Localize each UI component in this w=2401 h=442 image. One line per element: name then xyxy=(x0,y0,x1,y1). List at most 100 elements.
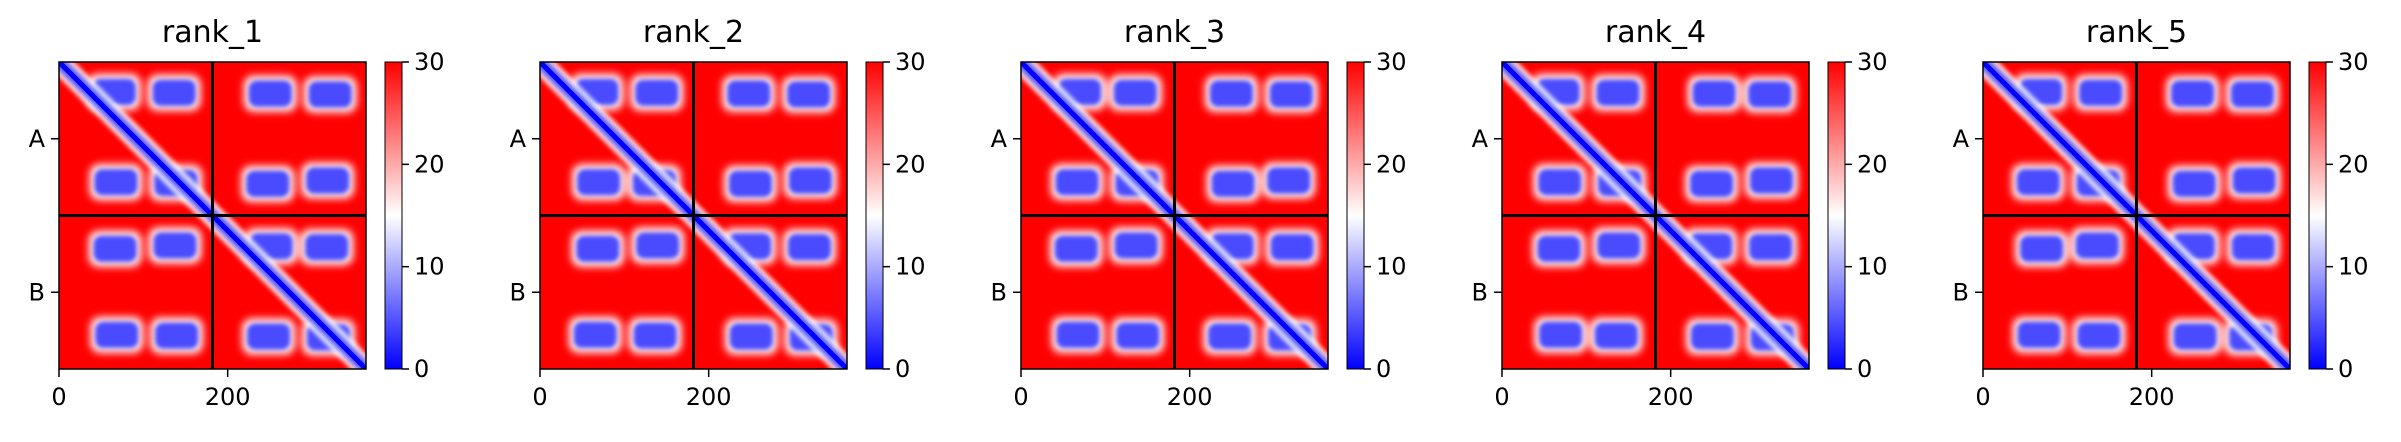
domain-block-core xyxy=(152,79,196,106)
colorbar: 0 10 20 30 xyxy=(2308,48,2369,383)
colorbar-gradient xyxy=(2308,61,2327,370)
panel-title: rank_3 xyxy=(1124,15,1225,50)
colorbar-tick-label: 10 xyxy=(1376,253,1407,281)
domain-block-core xyxy=(2016,169,2060,196)
colorbar-tick-label: 10 xyxy=(414,253,445,281)
x-tick-label: 0 xyxy=(1975,383,1990,411)
x-tick-label: 200 xyxy=(1648,383,1694,411)
domain-block-core xyxy=(308,81,352,108)
domain-block-core xyxy=(2020,235,2064,262)
domain-block-core xyxy=(636,232,680,259)
domain-cores xyxy=(573,78,833,351)
colorbar-tick-label: 20 xyxy=(2338,150,2369,178)
axes-frame xyxy=(1020,61,1329,370)
domain-block-core xyxy=(1748,81,1792,108)
colorbar: 0 10 20 30 xyxy=(1827,48,1888,383)
colorbar: 0 10 20 30 xyxy=(1346,48,1407,383)
panel-title: rank_5 xyxy=(2086,15,2187,50)
y-tick-label: A xyxy=(29,125,46,153)
panel-1: rank_1 A B 0 200 0 10 20 30 xyxy=(29,15,445,411)
colorbar-tick-label: 10 xyxy=(2338,253,2369,281)
domain-block-core xyxy=(788,167,832,194)
domain-block-core xyxy=(787,234,831,261)
domain-block-core xyxy=(2172,170,2216,197)
domain-block-core xyxy=(1597,232,1641,259)
domain-block-core xyxy=(1116,322,1160,349)
domain-block-core xyxy=(247,323,291,350)
domain-block-core xyxy=(2231,234,2275,261)
domain-block-core xyxy=(1054,235,1098,262)
domain-block-core xyxy=(633,322,677,349)
colorbar-gradient xyxy=(1346,61,1365,370)
colorbar-tick-label: 0 xyxy=(1857,355,1872,383)
domain-block-core xyxy=(95,321,139,348)
domain-block-core xyxy=(1594,322,1638,349)
domain-block-core xyxy=(2232,167,2276,194)
domain-block-core xyxy=(1211,170,1255,197)
domain-block-core xyxy=(577,169,621,196)
panel-title: rank_1 xyxy=(162,15,263,50)
axes-frame xyxy=(539,61,848,370)
domain-block-core xyxy=(2077,322,2121,349)
domain-block-core xyxy=(153,232,197,259)
domain-block-core xyxy=(1270,234,1314,261)
domain-block-core xyxy=(1208,323,1252,350)
colorbar-gradient xyxy=(384,61,403,370)
domain-block-core xyxy=(155,322,199,349)
domain-block-core xyxy=(1690,170,1734,197)
colorbar-tick-label: 0 xyxy=(414,355,429,383)
panel-3: rank_3 A B 0 200 0 10 20 30 xyxy=(991,15,1407,411)
axes-frame xyxy=(58,61,367,370)
axes-frame xyxy=(1982,61,2291,370)
x-tick-label: 0 xyxy=(51,383,66,411)
domain-block-core xyxy=(1209,80,1253,107)
domain-block-core xyxy=(576,235,620,262)
domain-block-core xyxy=(1269,81,1313,108)
panel-4: rank_4 A B 0 200 0 10 20 30 xyxy=(1472,15,1888,411)
colorbar-tick-label: 20 xyxy=(1857,150,1888,178)
colorbar-tick-label: 30 xyxy=(414,48,445,76)
domain-block-core xyxy=(248,80,292,107)
domain-block-core xyxy=(1114,232,1158,259)
panel-title: rank_4 xyxy=(1605,15,1706,50)
domain-block-core xyxy=(1055,169,1099,196)
domain-block-core xyxy=(2017,321,2061,348)
y-tick-label: A xyxy=(510,125,527,153)
x-tick-label: 200 xyxy=(686,383,732,411)
y-tick-label: A xyxy=(1953,125,1970,153)
domain-block-core xyxy=(2079,79,2123,106)
y-tick-label: B xyxy=(1472,278,1488,306)
domain-block-core xyxy=(1596,79,1640,106)
colorbar-tick-label: 10 xyxy=(1857,253,1888,281)
colorbar-tick-label: 0 xyxy=(2338,355,2353,383)
colorbar-tick-label: 10 xyxy=(895,253,926,281)
domain-block-core xyxy=(246,170,290,197)
x-tick-label: 0 xyxy=(1494,383,1509,411)
domain-block-core xyxy=(1690,323,1734,350)
y-tick-label: B xyxy=(510,278,526,306)
domain-block-core xyxy=(1538,169,1582,196)
colorbar-tick-label: 30 xyxy=(895,48,926,76)
colorbar-tick-label: 30 xyxy=(2338,48,2369,76)
domain-block-core xyxy=(1749,167,1793,194)
domain-block-core xyxy=(2230,81,2274,108)
colorbar-tick-label: 30 xyxy=(1376,48,1407,76)
domain-block-core xyxy=(727,80,771,107)
domain-block-core xyxy=(1113,79,1157,106)
domain-block-core xyxy=(1537,235,1581,262)
colorbar-tick-label: 20 xyxy=(1376,150,1407,178)
colorbar-tick-label: 0 xyxy=(895,355,910,383)
domain-block-core xyxy=(1539,321,1583,348)
panel-5: rank_5 A B 0 200 0 10 20 30 xyxy=(1953,15,2369,411)
colorbar: 0 10 20 30 xyxy=(865,48,926,383)
y-tick-label: A xyxy=(1472,125,1489,153)
colorbar-tick-label: 20 xyxy=(414,150,445,178)
x-tick-label: 200 xyxy=(205,383,251,411)
colorbar-gradient xyxy=(1827,61,1846,370)
domain-block-core xyxy=(1749,234,1793,261)
domain-block-core xyxy=(2075,232,2119,259)
x-tick-label: 0 xyxy=(1013,383,1028,411)
y-tick-label: B xyxy=(991,278,1007,306)
